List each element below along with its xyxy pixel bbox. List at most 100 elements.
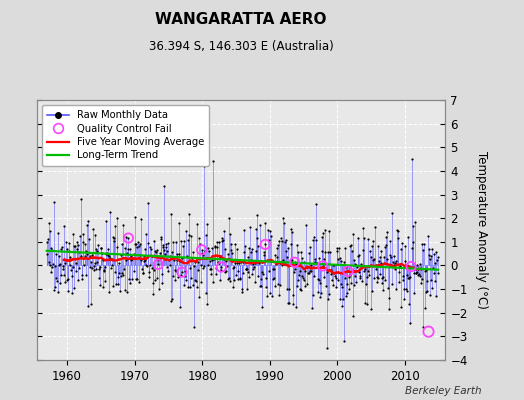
Point xyxy=(49,198,58,205)
Point xyxy=(322,283,330,289)
Point xyxy=(342,293,350,300)
Point xyxy=(89,226,97,232)
Point xyxy=(56,280,64,287)
Point xyxy=(102,251,110,257)
Point xyxy=(388,210,397,216)
Point xyxy=(374,242,382,249)
Point xyxy=(96,282,104,289)
Point xyxy=(256,282,265,289)
Point xyxy=(260,248,268,255)
Point xyxy=(286,262,294,268)
Point xyxy=(383,229,391,236)
Point xyxy=(106,254,114,261)
Point xyxy=(75,264,83,271)
Point xyxy=(194,234,203,241)
Point xyxy=(365,262,373,269)
Point xyxy=(290,259,299,265)
Point xyxy=(219,238,227,244)
Point xyxy=(146,244,154,251)
Point xyxy=(408,245,417,252)
Point xyxy=(289,292,297,298)
Point xyxy=(63,288,72,294)
Point xyxy=(244,269,252,276)
Point xyxy=(244,254,253,260)
Point xyxy=(232,260,241,267)
Point xyxy=(107,265,115,271)
Point xyxy=(42,239,51,246)
Point xyxy=(139,270,147,276)
Point xyxy=(73,239,81,246)
Point xyxy=(298,273,307,279)
Point xyxy=(350,257,358,263)
Point xyxy=(294,249,302,255)
Point xyxy=(276,259,284,266)
Point xyxy=(216,266,225,273)
Point xyxy=(407,263,415,270)
Point xyxy=(50,284,59,290)
Point xyxy=(114,281,122,287)
Point xyxy=(376,254,384,260)
Point xyxy=(60,223,69,230)
Point xyxy=(347,280,356,286)
Point xyxy=(203,301,212,308)
Point xyxy=(429,270,438,276)
Point xyxy=(334,276,342,283)
Point xyxy=(308,292,316,298)
Point xyxy=(411,218,419,225)
Point xyxy=(147,253,156,259)
Point xyxy=(82,248,91,254)
Point xyxy=(115,260,123,266)
Point xyxy=(254,272,262,279)
Point xyxy=(43,251,51,257)
Point xyxy=(362,281,370,287)
Point xyxy=(287,241,295,248)
Point xyxy=(423,288,432,294)
Point xyxy=(92,246,100,252)
Point xyxy=(258,268,267,275)
Point xyxy=(409,239,418,246)
Point xyxy=(208,257,216,263)
Point xyxy=(195,293,203,300)
Point xyxy=(133,276,141,282)
Point xyxy=(420,241,428,247)
Point xyxy=(385,305,394,312)
Point xyxy=(414,272,422,278)
Point xyxy=(189,282,198,289)
Point xyxy=(320,256,328,262)
Point xyxy=(45,258,53,265)
Point xyxy=(46,227,54,234)
Point xyxy=(234,276,243,282)
Point xyxy=(311,256,319,262)
Point xyxy=(361,299,369,306)
Point xyxy=(162,244,170,250)
Point xyxy=(275,238,283,244)
Point xyxy=(60,272,68,278)
Point xyxy=(48,264,57,270)
Point xyxy=(283,253,291,260)
Point xyxy=(124,246,132,253)
Point xyxy=(156,236,165,242)
Point xyxy=(151,276,160,283)
Point xyxy=(354,252,362,259)
Point xyxy=(318,234,326,240)
Point xyxy=(398,240,406,246)
Point xyxy=(333,248,342,254)
Point xyxy=(155,256,163,262)
Point xyxy=(352,279,360,285)
Point xyxy=(94,242,102,248)
Point xyxy=(292,260,300,267)
Point xyxy=(117,272,125,279)
Point xyxy=(103,250,111,256)
Point xyxy=(347,242,355,248)
Point xyxy=(327,266,335,273)
Point xyxy=(337,284,346,290)
Point xyxy=(232,271,240,278)
Point xyxy=(102,218,111,224)
Point xyxy=(110,238,118,244)
Point xyxy=(293,242,301,248)
Point xyxy=(87,301,95,308)
Point xyxy=(43,236,52,242)
Point xyxy=(282,286,291,292)
Point xyxy=(432,248,440,255)
Point xyxy=(287,226,296,232)
